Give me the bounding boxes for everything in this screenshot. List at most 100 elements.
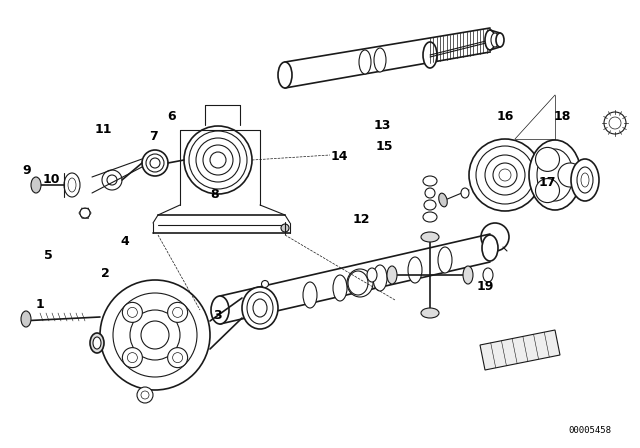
Circle shape xyxy=(173,353,182,362)
Ellipse shape xyxy=(425,188,435,198)
Text: 3: 3 xyxy=(213,309,222,323)
Ellipse shape xyxy=(189,131,247,189)
Ellipse shape xyxy=(421,232,439,242)
Wedge shape xyxy=(116,344,155,377)
Circle shape xyxy=(100,280,210,390)
Circle shape xyxy=(127,307,138,317)
Ellipse shape xyxy=(90,333,104,353)
Ellipse shape xyxy=(439,193,447,207)
Ellipse shape xyxy=(424,200,436,210)
Ellipse shape xyxy=(359,50,371,74)
Text: 18: 18 xyxy=(553,110,571,123)
Ellipse shape xyxy=(303,282,317,308)
Ellipse shape xyxy=(211,296,229,324)
Text: 17: 17 xyxy=(538,176,556,190)
Ellipse shape xyxy=(482,235,498,261)
Ellipse shape xyxy=(196,138,240,182)
Ellipse shape xyxy=(333,275,347,301)
Ellipse shape xyxy=(423,42,437,68)
Ellipse shape xyxy=(348,271,368,295)
Circle shape xyxy=(168,302,188,323)
Ellipse shape xyxy=(93,337,101,349)
Text: 6: 6 xyxy=(167,110,176,123)
Ellipse shape xyxy=(421,308,439,318)
Text: 16: 16 xyxy=(497,110,515,123)
Ellipse shape xyxy=(469,139,541,211)
Ellipse shape xyxy=(21,311,31,327)
Ellipse shape xyxy=(367,268,377,282)
Text: 5: 5 xyxy=(44,249,52,262)
Circle shape xyxy=(481,223,509,251)
Ellipse shape xyxy=(68,178,76,192)
Circle shape xyxy=(122,302,142,323)
Ellipse shape xyxy=(499,169,511,181)
Ellipse shape xyxy=(253,299,267,317)
Ellipse shape xyxy=(577,167,593,193)
Circle shape xyxy=(604,112,626,134)
Ellipse shape xyxy=(571,159,599,201)
Text: 4: 4 xyxy=(120,235,129,249)
Circle shape xyxy=(558,163,582,187)
Ellipse shape xyxy=(146,154,164,172)
Ellipse shape xyxy=(493,163,517,187)
Ellipse shape xyxy=(485,155,525,195)
Circle shape xyxy=(609,117,621,129)
Text: 1: 1 xyxy=(35,298,44,311)
Text: 19: 19 xyxy=(476,280,494,293)
Text: 7: 7 xyxy=(149,130,158,143)
Ellipse shape xyxy=(262,280,269,288)
Ellipse shape xyxy=(373,265,387,291)
Circle shape xyxy=(168,348,188,368)
Ellipse shape xyxy=(347,269,373,297)
Ellipse shape xyxy=(408,257,422,283)
Text: 9: 9 xyxy=(22,164,31,177)
Ellipse shape xyxy=(374,48,386,72)
Ellipse shape xyxy=(496,33,504,47)
Ellipse shape xyxy=(150,158,160,168)
Ellipse shape xyxy=(581,173,589,187)
Text: 10: 10 xyxy=(42,172,60,186)
Circle shape xyxy=(141,391,149,399)
Ellipse shape xyxy=(102,170,122,190)
Ellipse shape xyxy=(387,266,397,284)
Ellipse shape xyxy=(438,247,452,273)
Ellipse shape xyxy=(278,62,292,88)
Circle shape xyxy=(536,179,559,202)
Wedge shape xyxy=(141,321,169,349)
Circle shape xyxy=(130,310,180,360)
Text: 8: 8 xyxy=(210,188,219,202)
Polygon shape xyxy=(480,330,560,370)
Text: 12: 12 xyxy=(353,213,371,226)
Circle shape xyxy=(173,307,182,317)
Ellipse shape xyxy=(242,287,278,329)
Ellipse shape xyxy=(483,268,493,282)
Ellipse shape xyxy=(537,149,573,201)
Text: 15: 15 xyxy=(375,140,393,154)
Ellipse shape xyxy=(107,175,117,185)
Circle shape xyxy=(536,147,559,172)
Ellipse shape xyxy=(210,152,226,168)
Text: 2: 2 xyxy=(101,267,110,280)
Text: 00005458: 00005458 xyxy=(568,426,611,435)
Circle shape xyxy=(141,321,169,349)
Ellipse shape xyxy=(529,140,581,210)
Ellipse shape xyxy=(463,266,473,284)
Circle shape xyxy=(122,348,142,368)
Ellipse shape xyxy=(80,208,90,218)
Ellipse shape xyxy=(485,30,495,50)
Ellipse shape xyxy=(142,150,168,176)
Circle shape xyxy=(127,353,138,362)
Ellipse shape xyxy=(423,212,437,222)
Ellipse shape xyxy=(184,126,252,194)
Ellipse shape xyxy=(423,176,437,186)
Ellipse shape xyxy=(281,224,289,232)
Text: 11: 11 xyxy=(95,123,113,137)
Ellipse shape xyxy=(64,173,80,197)
Ellipse shape xyxy=(476,146,534,204)
Ellipse shape xyxy=(31,177,41,193)
Ellipse shape xyxy=(247,292,273,324)
Text: 14: 14 xyxy=(330,150,348,164)
Text: 13: 13 xyxy=(374,119,392,132)
Ellipse shape xyxy=(203,145,233,175)
Circle shape xyxy=(137,387,153,403)
